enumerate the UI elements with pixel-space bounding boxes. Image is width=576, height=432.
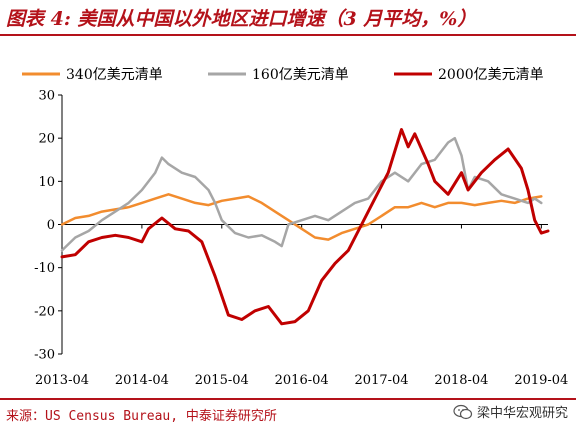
page-title: 图表 4: 美国从中国以外地区进口增速（3 月平均，%） (6, 8, 477, 30)
y-tick-label: 0 (47, 218, 55, 233)
y-tick-label: 10 (38, 175, 55, 190)
wechat-icon (453, 404, 473, 419)
y-tick-label: -30 (34, 348, 55, 363)
legend-label-3: 2000亿美元清单 (438, 67, 544, 83)
legend: 340亿美元清单 160亿美元清单 2000亿美元清单 (22, 67, 544, 83)
x-tick-label: 2016-04 (275, 373, 329, 388)
x-tick-label: 2019-04 (514, 373, 568, 388)
footer-rule (0, 398, 576, 400)
y-tick-label: -20 (34, 304, 55, 319)
y-tick-label: -10 (34, 261, 55, 276)
series-line-2 (60, 136, 543, 252)
x-tick-label: 2014-04 (115, 373, 169, 388)
series-line-3 (60, 128, 550, 326)
plot-area: -30 -20 -10 0 10 20 30 2013-04 2014-04 2015-04 201… (34, 89, 568, 389)
watermark: 梁中华宏观研究 (453, 402, 568, 421)
series-line-1 (60, 193, 543, 241)
title-rule (0, 34, 576, 36)
x-tick-label: 2017-04 (355, 373, 409, 388)
y-tick-label: 20 (38, 132, 55, 147)
x-tick-label: 2015-04 (195, 373, 249, 388)
y-tick-label: 30 (38, 89, 55, 104)
x-tick-label: 2018-04 (434, 373, 488, 388)
legend-label-1: 340亿美元清单 (66, 67, 163, 83)
watermark-text: 梁中华宏观研究 (476, 406, 568, 421)
line-chart: 340亿美元清单 160亿美元清单 2000亿美元清单 -30 -20 -10 0 10 20… (22, 67, 568, 389)
source-note: 来源：US Census Bureau, 中泰证券研究所 (6, 409, 277, 424)
x-tick-label: 2013-04 (35, 373, 89, 388)
legend-label-2: 160亿美元清单 (252, 67, 349, 83)
